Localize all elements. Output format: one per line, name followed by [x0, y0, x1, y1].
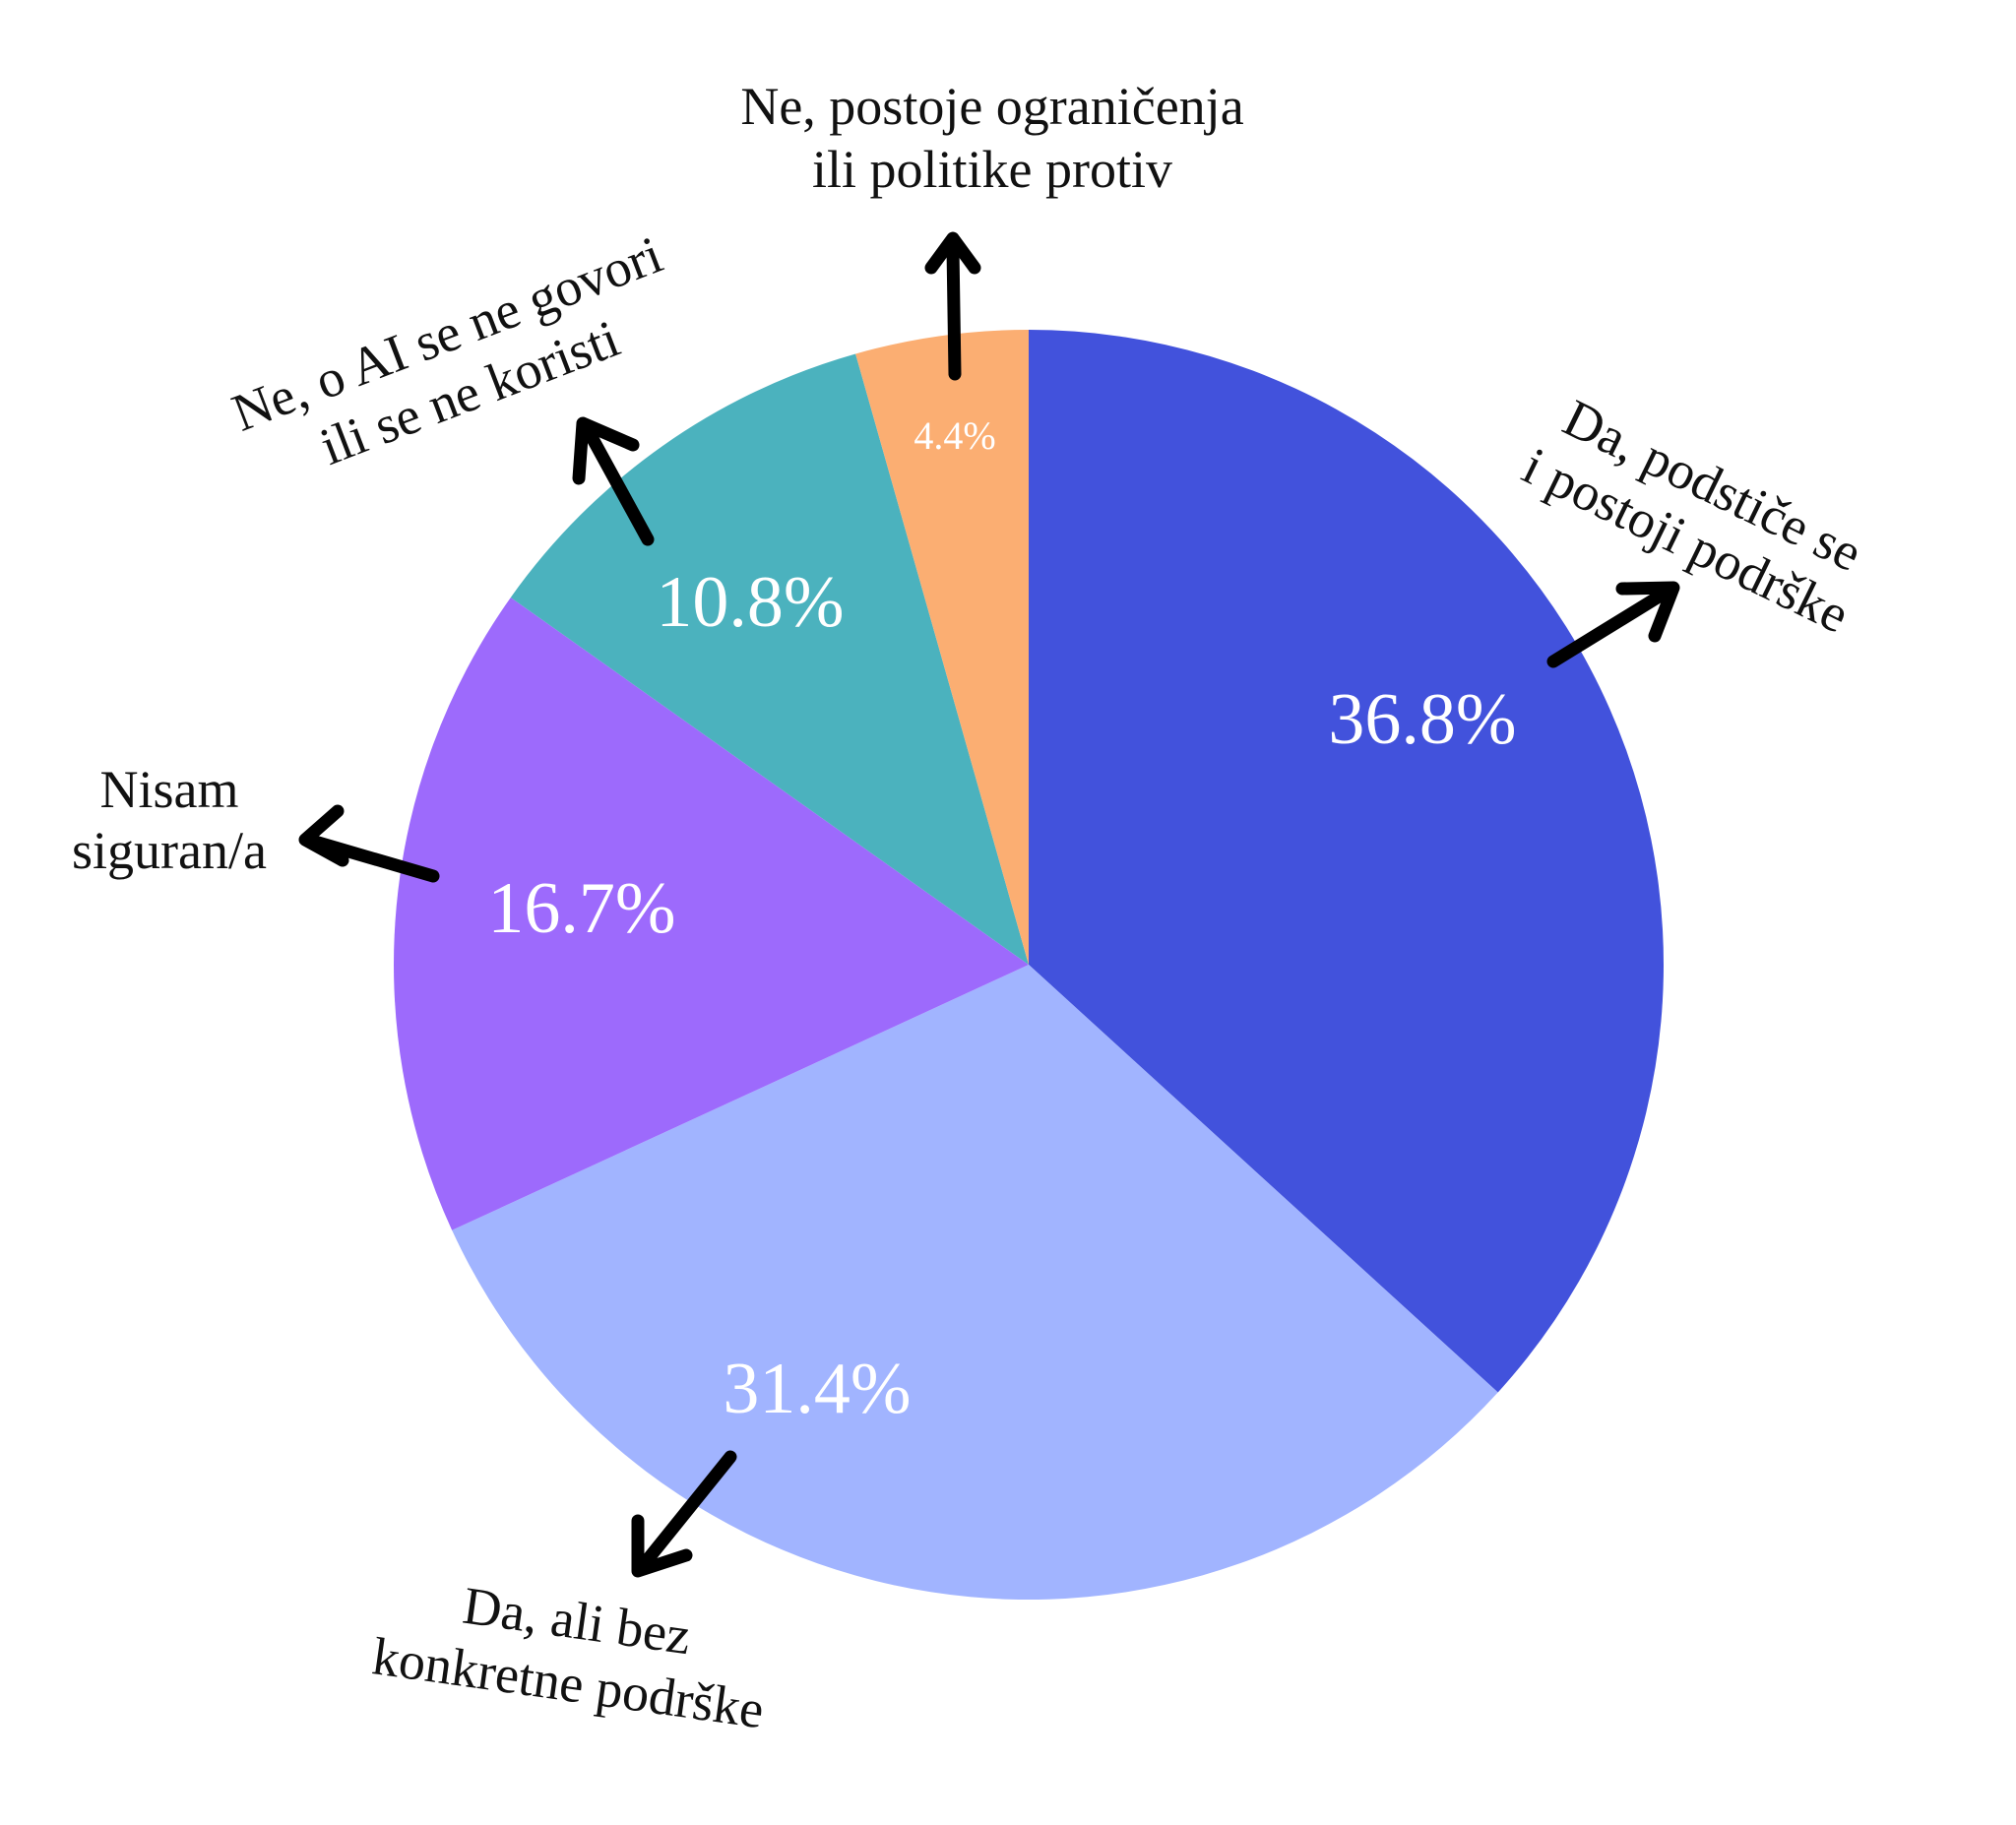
pie-slice-3 [394, 597, 1029, 1230]
category-label-slice-5-line-1: Ne, postoje ograničenja [740, 77, 1243, 136]
category-label-slice-2: Da, ali bez konkretne podrške [369, 1576, 768, 1740]
value-label-slice-2: 31.4% [723, 1349, 911, 1429]
value-label-slice-4: 10.8% [656, 562, 844, 643]
arrow-slice-2 [631, 1450, 737, 1578]
arrow-slice-1 [1546, 581, 1680, 668]
arrow-slice-4 [572, 416, 655, 546]
value-label-slice-3: 16.7% [487, 868, 675, 949]
arrow-slice-3 [298, 804, 440, 883]
arrows [298, 231, 1680, 1578]
pie-slice-5 [855, 330, 1029, 965]
category-label-slice-3: Nisam siguran/a [72, 760, 267, 880]
pie-slices [394, 330, 1664, 1600]
pie-slice-2 [452, 965, 1498, 1600]
category-label-slice-3-line-1: Nisam [100, 760, 239, 819]
category-label-slice-4: Ne, o AI se ne govori ili se ne koristi [224, 224, 670, 476]
category-label-slice-5: Ne, postoje ograničenja ili politike pro… [740, 77, 1243, 199]
arrow-slice-5 [924, 231, 981, 381]
pie-slice-1 [1029, 330, 1664, 1393]
value-label-slice-5: 4.4% [914, 413, 995, 458]
pie-slice-4 [510, 353, 1029, 965]
value-label-slice-1: 36.8% [1328, 679, 1516, 760]
category-label-slice-3-line-2: siguran/a [72, 821, 267, 880]
category-label-slice-1: Da, podstiče se i postoji podrške [1514, 388, 1871, 645]
category-label-slice-5-line-2: ili politike protiv [812, 140, 1172, 199]
value-labels: 36.8% 31.4% 16.7% 10.8% 4.4% [487, 413, 1516, 1429]
